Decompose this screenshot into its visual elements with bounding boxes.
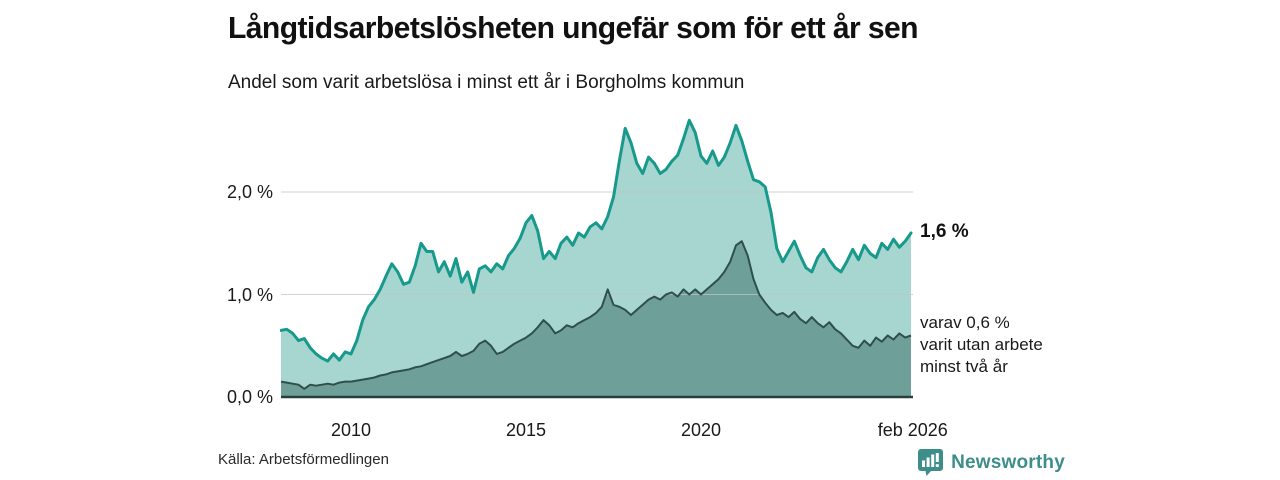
- y-tick-label: 0,0 %: [226, 387, 273, 407]
- x-tick-label: 2020: [680, 420, 722, 440]
- sub-series-annotation: varav 0,6 % varit utan arbete minst två …: [920, 313, 1043, 376]
- chart-title: Långtidsarbetslösheten ungefär som för e…: [228, 10, 919, 45]
- chart-subtitle: Andel som varit arbetslösa i minst ett å…: [228, 72, 745, 93]
- newsworthy-wordmark: Newsworthy: [951, 451, 1065, 473]
- source-credit: Källa: Arbetsförmedlingen: [218, 451, 389, 468]
- y-tick-label: 1,0 %: [226, 284, 273, 305]
- area-chart-plot: [280, 118, 913, 399]
- x-tick-label: 2015: [505, 420, 547, 440]
- latest-value-label: 1,6 %: [920, 221, 969, 242]
- newsworthy-bubble-icon: [918, 449, 944, 476]
- total-series-line: [280, 118, 913, 363]
- x-tick-label: feb 2026: [877, 420, 948, 440]
- x-tick-label: 2010: [330, 420, 372, 440]
- newsworthy-logo[interactable]: Newsworthy: [917, 448, 1065, 477]
- sub-series-line: [280, 240, 912, 390]
- y-tick-label: 2,0 %: [226, 182, 273, 202]
